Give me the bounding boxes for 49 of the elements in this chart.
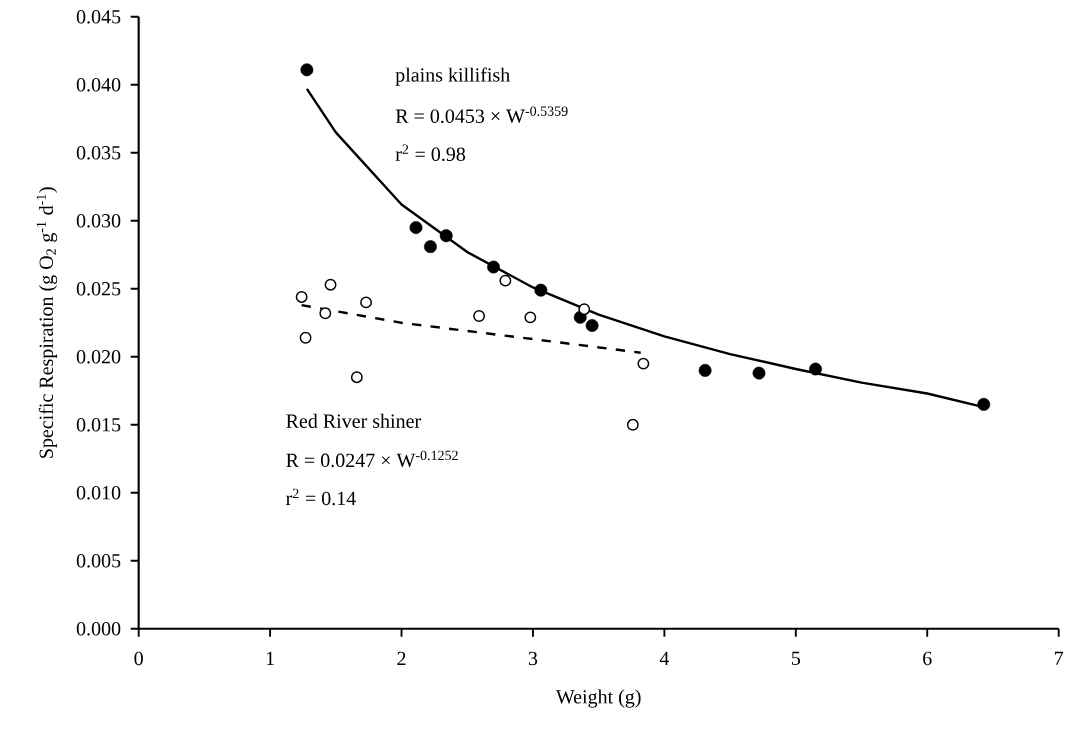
y-tick-label: 0.035: [76, 145, 121, 160]
point: [424, 240, 437, 253]
point: [698, 363, 712, 377]
x-tick-label: 6: [923, 651, 932, 666]
point: [637, 357, 650, 370]
annotation: Red River shiner: [286, 413, 421, 428]
point: [439, 229, 453, 243]
point: [319, 307, 332, 320]
x-tick-label: 3: [528, 651, 538, 666]
annotation: r$^{2}$ = 0.98: [395, 144, 466, 161]
point: [487, 260, 500, 274]
y-tick-label: 0.000: [76, 621, 121, 636]
point: [499, 274, 512, 287]
y-tick-label: 0.005: [76, 553, 121, 568]
point: [626, 418, 639, 431]
x-axis-title: Weight (g): [555, 689, 641, 708]
point: [324, 278, 337, 291]
annotation: plains killifish: [395, 67, 510, 86]
x-tick-label: 1: [266, 651, 274, 665]
point: [534, 283, 548, 297]
x-tick-label: 7: [1054, 651, 1064, 665]
annotation: R = 0.0247 × W$^{-0.1252}$: [286, 450, 458, 468]
x-tick-label: 0: [134, 651, 143, 666]
x-tick-label: 2: [397, 651, 406, 665]
y-tick-label: 0.010: [76, 485, 121, 500]
point: [809, 362, 822, 376]
y-tick-label: 0.030: [76, 213, 121, 228]
y-tick-label: 0.020: [76, 349, 121, 364]
point: [473, 309, 486, 322]
point: [524, 311, 537, 324]
annotation: R = 0.0453 × W$^{-0.5359}$: [395, 106, 568, 123]
point: [299, 331, 312, 344]
point: [300, 63, 314, 77]
point: [350, 371, 363, 384]
y-tick-label: 0.040: [76, 77, 121, 92]
point: [409, 221, 423, 234]
y-tick-label: 0.045: [76, 9, 121, 24]
y-axis-title: Specific Respiration (g O$_{2}$ g$^{-1}$ d$^{-1}$): [36, 187, 58, 458]
point: [977, 397, 991, 411]
annotation: r$^{2}$ = 0.14: [286, 488, 356, 506]
point: [578, 303, 591, 316]
y-tick-label: 0.015: [76, 417, 121, 432]
y-tick-label: 0.025: [76, 281, 121, 296]
point: [585, 319, 599, 332]
point: [295, 290, 308, 303]
x-tick-label: 5: [791, 651, 801, 665]
point: [752, 366, 766, 380]
x-tick-label: 4: [659, 651, 670, 665]
point: [360, 296, 372, 309]
